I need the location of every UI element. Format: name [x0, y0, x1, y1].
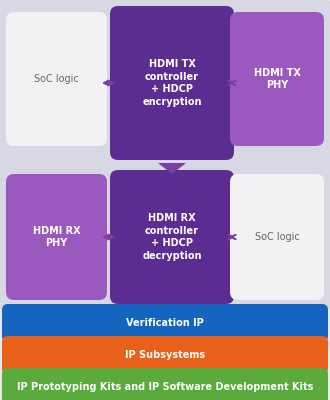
- Text: HDMI RX
controller
+ HDCP
decryption: HDMI RX controller + HDCP decryption: [142, 214, 202, 261]
- FancyBboxPatch shape: [230, 174, 324, 300]
- Polygon shape: [158, 163, 186, 174]
- Text: IP Subsystems: IP Subsystems: [125, 350, 205, 360]
- Text: SoC logic: SoC logic: [255, 232, 299, 242]
- Text: SoC logic: SoC logic: [34, 74, 79, 84]
- Text: IP Prototyping Kits and IP Software Development Kits: IP Prototyping Kits and IP Software Deve…: [17, 382, 313, 392]
- FancyBboxPatch shape: [110, 6, 234, 160]
- FancyBboxPatch shape: [230, 12, 324, 146]
- Text: HDMI RX
PHY: HDMI RX PHY: [33, 226, 80, 248]
- FancyBboxPatch shape: [0, 162, 330, 312]
- FancyBboxPatch shape: [110, 170, 234, 304]
- Text: HDMI TX
PHY: HDMI TX PHY: [253, 68, 300, 90]
- FancyBboxPatch shape: [6, 174, 107, 300]
- Text: HDMI TX
controller
+ HDCP
encryption: HDMI TX controller + HDCP encryption: [142, 59, 202, 107]
- FancyBboxPatch shape: [2, 368, 328, 400]
- FancyBboxPatch shape: [2, 336, 328, 374]
- FancyBboxPatch shape: [0, 0, 330, 173]
- FancyBboxPatch shape: [2, 304, 328, 342]
- FancyBboxPatch shape: [6, 12, 107, 146]
- Text: Verification IP: Verification IP: [126, 318, 204, 328]
